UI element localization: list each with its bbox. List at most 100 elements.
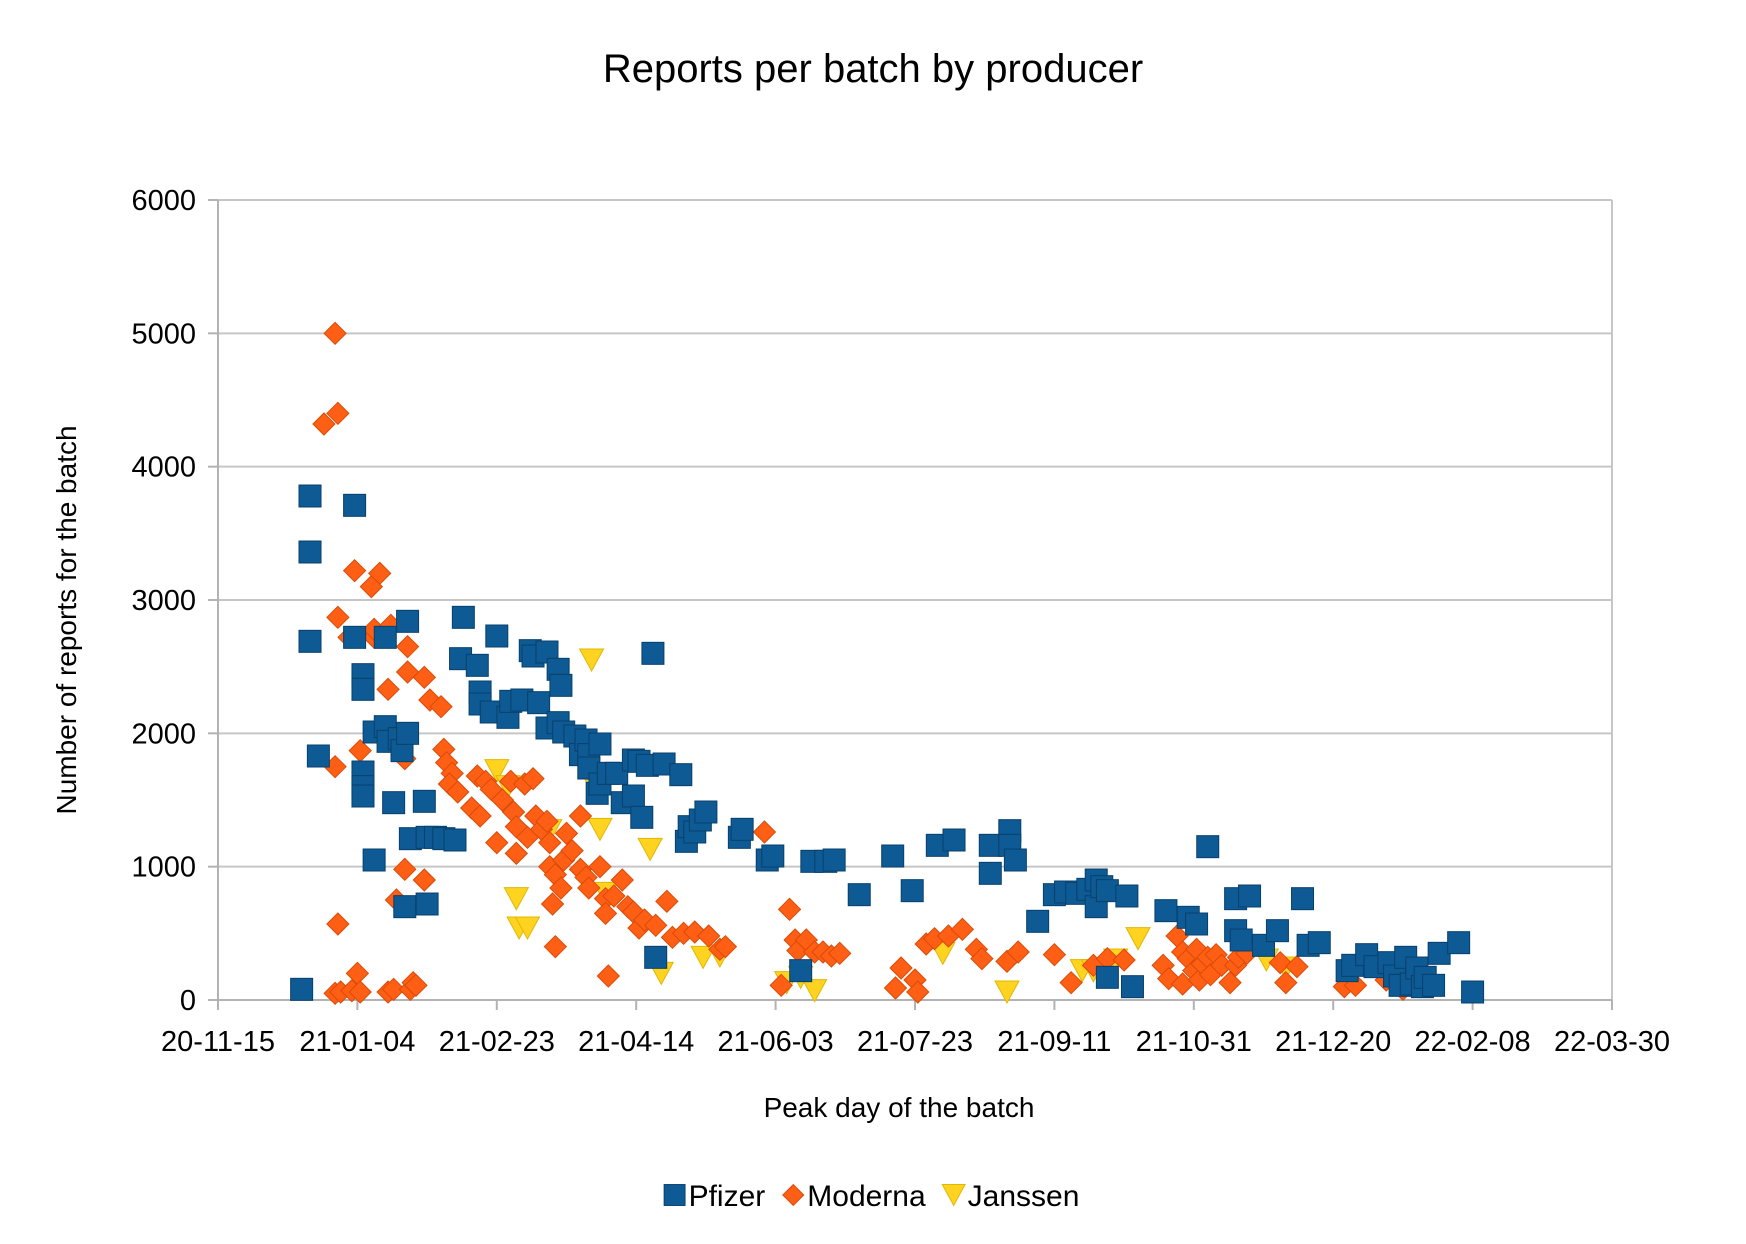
legend-label: Moderna — [807, 1180, 926, 1213]
y-axis-tick-labels: 0 1000 2000 3000 4000 5000 6000 — [131, 185, 196, 1017]
data-point-moderna — [342, 558, 367, 583]
legend-label: Janssen — [968, 1180, 1080, 1213]
data-point-moderna — [596, 964, 621, 988]
data-point-moderna — [1006, 940, 1030, 964]
x-tick-label: 20-11-15 — [161, 1026, 275, 1058]
data-point-pfizer — [1120, 975, 1144, 999]
x-tick-label: 21-01-04 — [299, 1026, 415, 1058]
legend-marker-pfizer — [663, 1184, 686, 1206]
x-tick-label: 21-04-14 — [578, 1026, 694, 1058]
data-point-moderna — [326, 605, 350, 630]
x-tick-label: 21-06-03 — [718, 1026, 834, 1058]
data-point-moderna — [828, 941, 852, 966]
x-axis-tick-labels: 20-11-15 21-01-04 21-02-23 21-04-14 21-06-03… — [161, 1026, 1670, 1058]
data-point-pfizer — [396, 721, 420, 745]
legend-item-janssen: Janssen — [941, 1180, 1080, 1213]
data-points — [290, 321, 1485, 1006]
data-point-moderna — [504, 841, 529, 866]
data-point-moderna — [883, 976, 908, 1000]
data-point-pfizer — [1095, 965, 1119, 989]
data-point-moderna — [1218, 970, 1242, 995]
data-point-moderna — [538, 830, 562, 855]
data-point-moderna — [593, 901, 618, 926]
data-point-moderna — [1059, 970, 1083, 995]
data-point-moderna — [577, 876, 601, 900]
data-point-pfizer — [351, 677, 375, 701]
legend-item-pfizer: Pfizer — [663, 1180, 766, 1213]
data-point-pfizer — [1422, 973, 1446, 997]
data-point-pfizer — [822, 848, 846, 872]
data-point-moderna — [1268, 950, 1292, 975]
data-point-pfizer — [588, 732, 612, 756]
y-axis-title: Number of reports for the batch — [51, 425, 82, 814]
data-point-pfizer — [485, 624, 509, 648]
data-point-pfizer — [465, 653, 489, 677]
data-point-pfizer — [298, 629, 322, 653]
data-point-moderna — [429, 694, 453, 719]
legend-label: Pfizer — [689, 1180, 766, 1213]
y-tick-label: 6000 — [131, 185, 196, 217]
data-point-moderna — [950, 917, 975, 942]
data-point-pfizer — [343, 625, 367, 649]
data-point-moderna — [610, 868, 634, 892]
x-tick-label: 22-02-08 — [1415, 1026, 1531, 1058]
data-point-pfizer — [306, 744, 330, 768]
data-point-moderna — [970, 946, 994, 971]
data-point-janssen — [503, 887, 530, 911]
x-axis-title: Peak day of the batch — [764, 1092, 1035, 1123]
y-tick-label: 0 — [180, 985, 196, 1017]
data-point-pfizer — [351, 784, 375, 808]
data-point-pfizer — [1196, 835, 1220, 859]
data-point-pfizer — [527, 691, 551, 715]
data-point-pfizer — [644, 945, 668, 969]
series-pfizer — [290, 484, 1485, 1004]
data-point-pfizer — [881, 844, 905, 868]
data-point-pfizer — [1154, 899, 1178, 923]
data-point-moderna — [348, 980, 372, 1004]
data-point-pfizer — [1115, 884, 1139, 908]
data-point-pfizer — [1026, 909, 1050, 933]
data-point-janssen — [637, 837, 663, 862]
data-point-pfizer — [443, 828, 467, 852]
data-point-moderna — [769, 973, 793, 998]
data-point-moderna — [752, 820, 777, 844]
legend-marker-janssen — [941, 1184, 966, 1207]
y-tick-label: 1000 — [131, 852, 196, 884]
data-point-moderna — [554, 821, 579, 846]
data-point-pfizer — [1185, 912, 1209, 936]
data-point-moderna — [1112, 948, 1136, 972]
x-tick-label: 21-02-23 — [439, 1026, 555, 1058]
data-point-moderna — [535, 809, 559, 834]
data-point-pfizer — [630, 805, 654, 829]
data-point-pfizer — [396, 609, 420, 633]
data-point-moderna — [326, 401, 350, 426]
data-point-pfizer — [298, 540, 322, 564]
legend-item-moderna: Moderna — [782, 1180, 926, 1213]
data-point-pfizer — [1229, 928, 1253, 952]
data-point-moderna — [655, 889, 679, 914]
data-point-pfizer — [694, 800, 718, 824]
data-point-pfizer — [900, 879, 924, 903]
data-point-moderna — [1274, 970, 1298, 995]
x-tick-label: 21-10-31 — [1136, 1026, 1252, 1058]
data-point-janssen — [578, 648, 605, 673]
data-point-pfizer — [1003, 848, 1027, 872]
x-tick-label: 22-03-30 — [1554, 1026, 1670, 1058]
data-point-pfizer — [1461, 980, 1485, 1004]
data-point-moderna — [588, 854, 612, 879]
data-point-moderna — [485, 830, 509, 855]
data-point-moderna — [777, 897, 802, 922]
data-point-moderna — [412, 868, 437, 892]
data-point-pfizer — [978, 861, 1002, 885]
data-point-moderna — [490, 788, 515, 812]
x-tick-label: 21-07-23 — [857, 1026, 973, 1058]
data-point-pfizer — [415, 892, 439, 916]
x-tick-label: 21-09-11 — [997, 1026, 1111, 1058]
data-point-pfizer — [412, 789, 436, 813]
y-tick-label: 5000 — [131, 318, 196, 350]
data-point-pfizer — [343, 493, 367, 517]
data-point-pfizer — [451, 605, 475, 629]
data-point-janssen — [587, 817, 613, 842]
data-point-moderna — [393, 857, 417, 882]
